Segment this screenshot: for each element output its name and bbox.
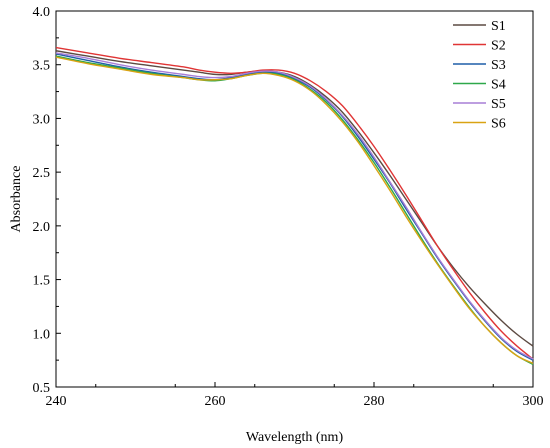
plot-frame [55, 10, 534, 388]
y-tick-label: 4.0 [33, 5, 51, 20]
x-tick-label: 240 [46, 394, 67, 409]
legend-label-s1: S1 [491, 19, 506, 34]
y-tick-label: 2.5 [33, 166, 51, 181]
axes-layer: 240 260 280 300 0.5 1.0 1.5 2.0 2.5 3.0 3.5 4.0 [33, 5, 544, 409]
series-line-s5 [55, 52, 534, 360]
series-layer [55, 46, 534, 366]
y-tick-label: 3.0 [33, 112, 51, 127]
series-line-s2 [55, 46, 534, 360]
y-tick-label: 1.0 [33, 327, 51, 342]
series-line-s6 [55, 56, 534, 365]
legend-label-s3: S3 [491, 58, 506, 73]
y-tick-label: 3.5 [33, 59, 51, 74]
legend-label-s4: S4 [491, 78, 506, 93]
y-axis-title: Absorbance [9, 166, 24, 233]
series-line-s3 [55, 53, 534, 361]
legend-label-s6: S6 [491, 117, 506, 132]
y-tick-label: 2.0 [33, 220, 51, 235]
legend: S1 S2 S3 S4 S5 S6 [453, 19, 506, 132]
x-tick-label: 300 [523, 394, 544, 409]
x-tick-label: 280 [364, 394, 385, 409]
legend-label-s5: S5 [491, 97, 506, 112]
legend-label-s2: S2 [491, 39, 506, 54]
x-tick-label: 260 [205, 394, 226, 409]
y-tick-label: 1.5 [33, 274, 51, 289]
x-axis-title: Wavelength (nm) [246, 430, 344, 445]
series-line-s1 [55, 50, 534, 347]
y-tick-label: 0.5 [33, 381, 51, 396]
